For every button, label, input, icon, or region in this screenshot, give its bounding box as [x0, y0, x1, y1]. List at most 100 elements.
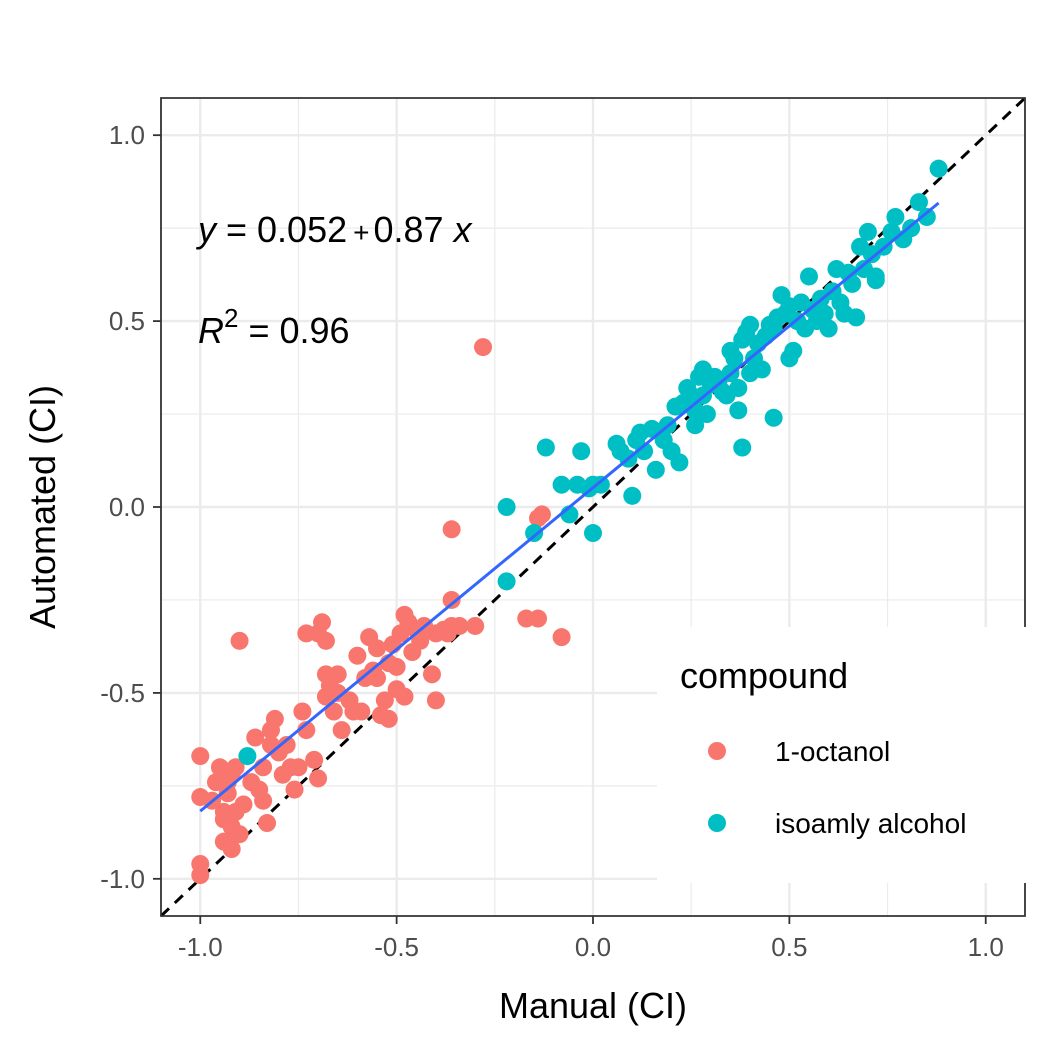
data-point-1-octanol — [305, 750, 324, 769]
data-point-1-octanol — [529, 609, 548, 628]
data-point-1-octanol — [293, 702, 312, 721]
data-point-1-octanol — [254, 791, 273, 810]
x-axis-title: Manual (CI) — [499, 985, 687, 1026]
data-point-1-octanol — [265, 709, 284, 728]
data-point-isoamly-alcohol — [525, 524, 544, 543]
data-point-isoamly-alcohol — [847, 308, 866, 327]
legend-title: compound — [680, 655, 848, 696]
x-tick-label: -1.0 — [178, 932, 223, 962]
axes: -1.0 -0.5 0.0 0.5 1.0 -1.0 -0.5 0.0 0.5 1.0 — [100, 120, 1004, 962]
data-point-isoamly-alcohol — [497, 498, 516, 516]
x-tick-label: 0.5 — [771, 932, 807, 962]
equation-x: x — [452, 209, 474, 250]
data-point-1-octanol — [285, 780, 304, 799]
data-point-1-octanol — [289, 758, 308, 777]
legend-key-isoamly-alcohol — [708, 814, 726, 832]
data-point-isoamly-alcohol — [733, 438, 752, 457]
equation-plus: + — [353, 217, 369, 248]
data-point-1-octanol — [191, 854, 210, 873]
data-point-1-octanol — [258, 814, 277, 833]
data-point-1-octanol — [442, 520, 461, 539]
data-point-isoamly-alcohol — [686, 416, 705, 435]
y-axis-title: Automated (CI) — [22, 385, 63, 629]
y-tick-label: 0.0 — [109, 492, 145, 522]
data-point-isoamly-alcohol — [729, 379, 748, 398]
data-point-1-octanol — [422, 665, 441, 684]
data-point-1-octanol — [395, 687, 414, 706]
r-squared-exponent: 2 — [224, 303, 238, 333]
data-point-1-octanol — [442, 590, 461, 609]
r-squared-annotation: R2 = 0.96 — [198, 303, 350, 351]
data-point-1-octanol — [368, 669, 386, 688]
data-point-1-octanol — [316, 631, 335, 650]
data-point-1-octanol — [234, 795, 253, 814]
data-point-1-octanol — [352, 702, 371, 721]
y-tick-label: -0.5 — [100, 678, 145, 708]
legend-label-1-octanol: 1-octanol — [775, 736, 890, 767]
data-point-1-octanol — [328, 665, 347, 684]
data-point-1-octanol — [230, 825, 249, 844]
data-point-1-octanol — [379, 709, 398, 728]
equation-slope: 0.87 — [373, 209, 443, 250]
fit-line-layer — [199, 201, 940, 813]
data-point-1-octanol — [277, 735, 296, 754]
data-point-isoamly-alcohol — [670, 453, 689, 472]
y-tick-label: 0.5 — [109, 306, 145, 336]
data-point-1-octanol — [226, 758, 245, 777]
data-point-1-octanol — [246, 728, 265, 747]
data-point-isoamly-alcohol — [646, 460, 665, 479]
data-point-isoamly-alcohol — [729, 401, 748, 420]
data-point-1-octanol — [450, 616, 469, 635]
data-point-isoamly-alcohol — [917, 207, 936, 226]
data-point-isoamly-alcohol — [238, 747, 257, 766]
data-point-1-octanol — [324, 702, 343, 721]
r-squared-r: R — [198, 310, 224, 351]
data-point-isoamly-alcohol — [784, 341, 803, 360]
data-point-1-octanol — [466, 616, 485, 635]
data-point-isoamly-alcohol — [584, 524, 602, 543]
data-point-1-octanol — [230, 631, 249, 650]
data-point-1-octanol — [411, 631, 430, 650]
identity-line — [159, 96, 1027, 918]
data-point-1-octanol — [426, 691, 445, 710]
data-point-isoamly-alcohol — [552, 475, 571, 494]
data-point-isoamly-alcohol — [886, 207, 905, 226]
data-point-isoamly-alcohol — [591, 475, 610, 494]
legend-label-isoamly-alcohol: isoamly alcohol — [775, 808, 966, 839]
data-point-isoamly-alcohol — [497, 572, 516, 591]
data-point-isoamly-alcohol — [642, 419, 661, 438]
legend: compound 1-octanol isoamly alcohol — [657, 627, 1037, 883]
data-point-1-octanol — [532, 505, 551, 524]
data-point-isoamly-alcohol — [725, 349, 744, 368]
data-point-1-octanol — [368, 639, 386, 658]
data-point-1-octanol — [387, 657, 406, 676]
data-point-isoamly-alcohol — [909, 193, 928, 212]
data-point-isoamly-alcohol — [815, 304, 834, 323]
data-point-1-octanol — [552, 628, 571, 647]
data-point-isoamly-alcohol — [536, 438, 555, 457]
data-point-1-octanol — [332, 721, 351, 740]
fit-line — [199, 201, 940, 813]
data-point-isoamly-alcohol — [635, 442, 654, 461]
data-point-1-octanol — [474, 338, 493, 357]
plot-panel — [159, 96, 1027, 918]
data-point-isoamly-alcohol — [800, 267, 818, 286]
data-points — [191, 159, 948, 885]
x-tick-label: 0.0 — [575, 932, 611, 962]
data-point-1-octanol — [191, 747, 210, 766]
r-squared-value: = 0.96 — [238, 310, 349, 351]
equation-intercept: = 0.052 — [216, 209, 347, 250]
data-point-isoamly-alcohol — [866, 271, 885, 290]
equation-y: y — [195, 209, 218, 250]
data-point-isoamly-alcohol — [819, 319, 838, 338]
y-tick-label: 1.0 — [109, 120, 145, 150]
data-point-isoamly-alcohol — [764, 408, 783, 427]
data-point-isoamly-alcohol — [752, 360, 771, 379]
y-tick-label: -1.0 — [100, 864, 145, 894]
data-point-isoamly-alcohol — [741, 315, 760, 334]
data-point-isoamly-alcohol — [858, 222, 877, 241]
data-point-isoamly-alcohol — [623, 486, 642, 505]
legend-key-1-octanol — [708, 742, 726, 760]
x-tick-label: -0.5 — [374, 932, 419, 962]
data-point-isoamly-alcohol — [572, 442, 591, 461]
